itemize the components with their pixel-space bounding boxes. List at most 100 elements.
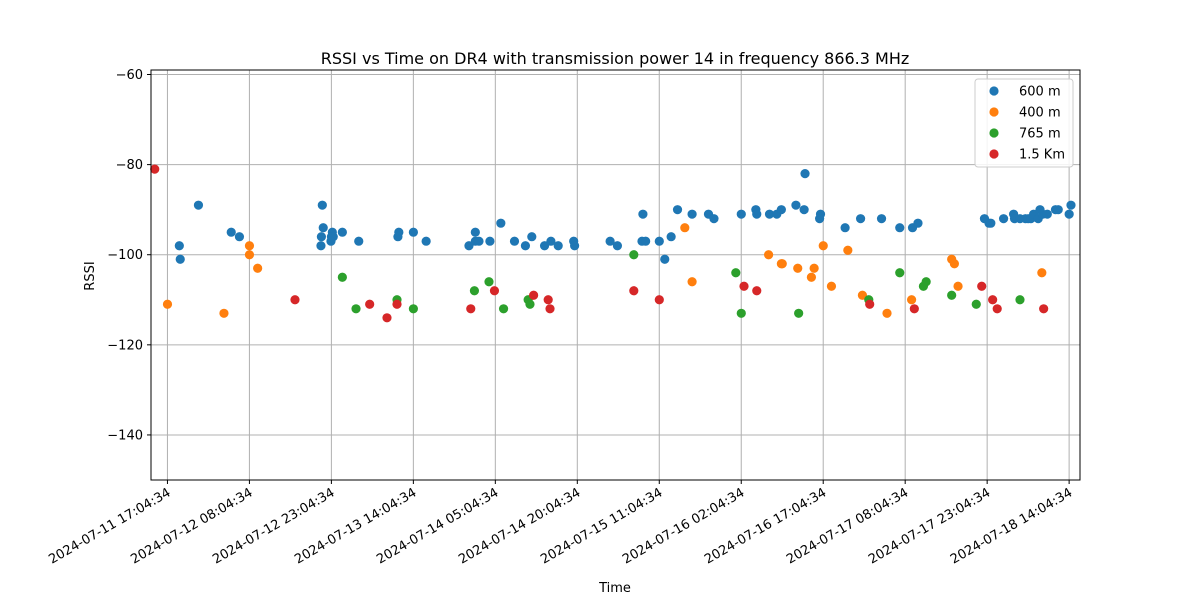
data-point [998, 214, 1009, 224]
data-point [234, 232, 245, 242]
data-point [666, 232, 676, 242]
data-point [612, 241, 623, 251]
data-point [226, 227, 236, 237]
data-point [857, 290, 868, 300]
data-point [800, 169, 810, 179]
data-point [909, 304, 919, 314]
data-point [162, 299, 173, 309]
data-point [947, 290, 957, 300]
data-point [1042, 209, 1052, 219]
y-tick-label: −120 [107, 338, 143, 353]
data-point [543, 295, 553, 305]
data-point [776, 205, 786, 215]
data-point [498, 304, 509, 314]
data-point [988, 295, 998, 305]
data-point [317, 200, 327, 210]
data-point [489, 286, 500, 296]
data-point [687, 209, 697, 219]
data-point [1037, 268, 1047, 278]
legend-marker [989, 128, 999, 138]
data-point [474, 236, 484, 246]
data-point [351, 304, 361, 314]
y-tick-label: −80 [116, 158, 143, 173]
data-point [469, 286, 480, 296]
data-point [393, 232, 403, 242]
data-point [382, 313, 392, 323]
data-point [408, 227, 418, 237]
data-point [629, 286, 639, 296]
data-point [882, 308, 892, 318]
legend-label: 1.5 Km [1019, 148, 1065, 163]
data-point [865, 299, 875, 309]
data-point [953, 281, 963, 291]
data-point [672, 205, 683, 215]
data-point [1053, 205, 1063, 215]
data-point [736, 209, 746, 219]
legend-marker [989, 86, 999, 96]
data-point [977, 281, 987, 291]
legend-marker [989, 107, 999, 117]
data-point [150, 164, 160, 174]
data-point [496, 218, 506, 228]
data-point [1039, 304, 1049, 314]
data-point [529, 290, 539, 300]
data-point [855, 214, 866, 224]
data-point [895, 223, 905, 233]
data-point [777, 259, 787, 269]
data-point [337, 227, 347, 237]
data-point [752, 286, 762, 296]
data-point [971, 299, 981, 309]
data-point [709, 214, 719, 224]
legend-box [974, 78, 1074, 168]
data-point [992, 304, 1002, 314]
data-point [687, 277, 697, 287]
y-tick-label: −140 [107, 428, 143, 443]
data-point [553, 241, 563, 251]
y-tick-label: −60 [116, 68, 143, 83]
series-600-m [174, 169, 1076, 264]
data-point [316, 241, 326, 251]
data-point [193, 200, 204, 210]
data-point [654, 236, 664, 246]
data-point [986, 218, 996, 228]
data-point [1064, 209, 1074, 219]
data-point [539, 241, 550, 251]
data-point [253, 263, 263, 273]
data-point [485, 236, 495, 246]
y-axis-ticks: −140 −120 −100 −80 −60 [107, 68, 151, 443]
data-point [244, 241, 255, 251]
data-point [876, 214, 887, 224]
data-point [470, 227, 480, 237]
data-point [843, 245, 853, 255]
data-point [175, 254, 185, 264]
series-1-5-km [150, 164, 1049, 323]
legend-label: 600 m [1019, 85, 1061, 100]
data-point [895, 268, 905, 278]
data-point [638, 209, 648, 219]
legend-marker [989, 149, 999, 159]
data-point [736, 308, 746, 318]
data-point [752, 209, 762, 219]
data-point [326, 236, 336, 246]
chart-title: RSSI vs Time on DR4 with transmission po… [321, 49, 910, 68]
data-points [150, 164, 1076, 323]
data-point [570, 241, 580, 251]
data-point [174, 241, 184, 251]
data-point [509, 236, 520, 246]
data-point [545, 304, 555, 314]
data-point [408, 304, 418, 314]
plot-frame [150, 69, 1081, 481]
data-point [464, 241, 474, 251]
data-point [421, 236, 431, 246]
data-point [809, 263, 819, 273]
y-axis-label: RSSI [83, 261, 98, 290]
data-point [629, 250, 639, 260]
legend-label: 765 m [1019, 127, 1061, 142]
data-point [826, 281, 837, 291]
legend: 600 m 400 m 765 m 1.5 Km [974, 78, 1074, 168]
x-axis-label: Time [598, 581, 631, 596]
data-point [913, 218, 923, 228]
data-point [906, 295, 917, 305]
data-point [921, 277, 931, 287]
